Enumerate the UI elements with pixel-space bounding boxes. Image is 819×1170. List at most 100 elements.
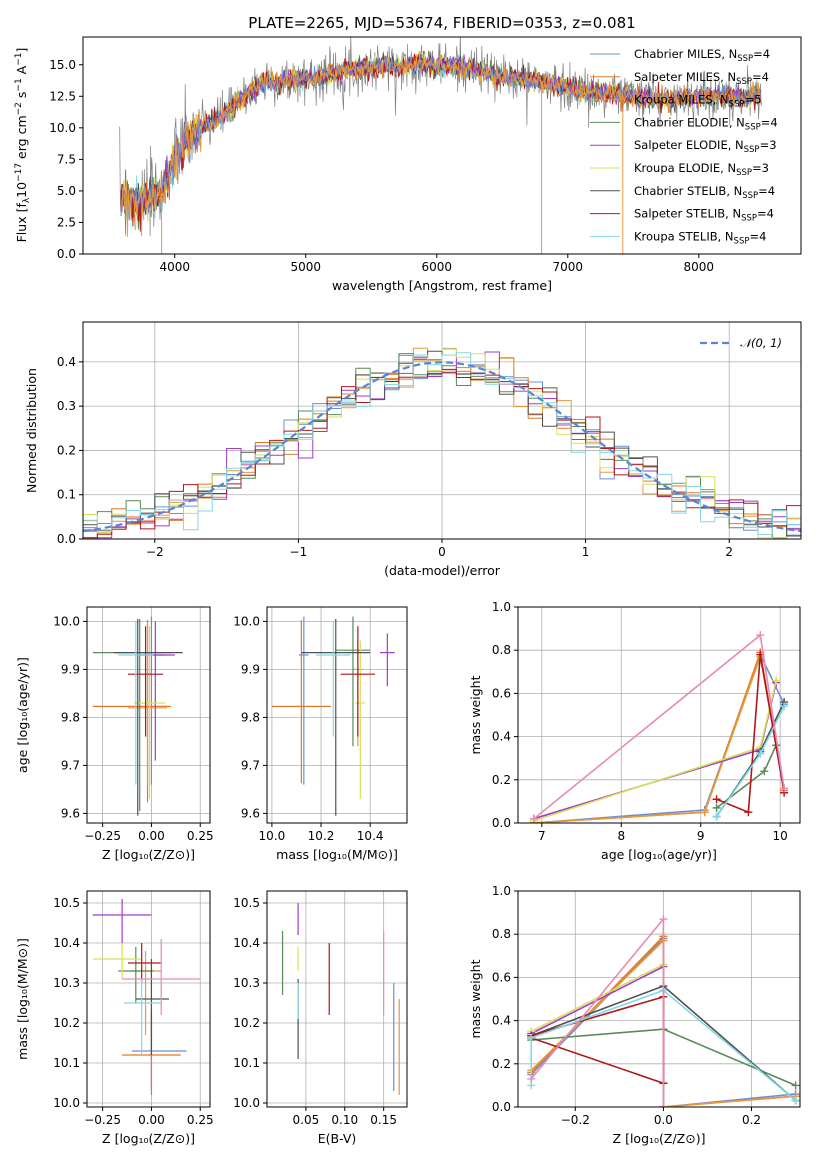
weight-marker bbox=[527, 1033, 536, 1042]
axes-frame bbox=[82, 36, 802, 255]
residual-histogram bbox=[83, 372, 801, 539]
x-tick-label: 0.2 bbox=[742, 1113, 761, 1127]
y-tick-label: 9.8 bbox=[241, 710, 260, 724]
y-tick-label: 1.0 bbox=[492, 600, 511, 614]
weight-marker bbox=[780, 702, 789, 711]
y-tick-label: 10.1 bbox=[233, 1056, 260, 1070]
y-tick-label: 10.1 bbox=[53, 1056, 80, 1070]
y-axis-label: mass weight bbox=[468, 675, 483, 754]
weight-marker bbox=[772, 676, 781, 685]
weight-marker bbox=[700, 808, 709, 817]
legend-entry: Salpeter STELIB, NSSP=4 bbox=[634, 207, 774, 224]
legend-entry: Salpeter ELODIE, NSSP=3 bbox=[634, 138, 777, 155]
weight-marker bbox=[760, 767, 769, 776]
y-tick-label: 0.2 bbox=[492, 1057, 511, 1071]
weight-line bbox=[530, 965, 665, 1107]
weight-line bbox=[530, 916, 665, 1107]
x-tick-label: 5000 bbox=[290, 260, 321, 274]
y-tick-label: 15.0 bbox=[49, 58, 76, 72]
x-tick-label: 1 bbox=[582, 545, 590, 559]
x-axis-label: age [log₁₀(age/yr)] bbox=[601, 847, 717, 862]
plot-area bbox=[529, 631, 789, 823]
y-tick-label: 5.0 bbox=[57, 184, 76, 198]
y-tick-label: 10.2 bbox=[53, 1016, 80, 1030]
y-axis-label: age [log₁₀(age/yr)] bbox=[15, 657, 30, 773]
x-tick-label: 0.05 bbox=[293, 1113, 320, 1127]
legend-entry: Chabrier STELIB, NSSP=4 bbox=[634, 184, 775, 201]
y-tick-label: 0.4 bbox=[492, 1014, 511, 1028]
legend-entry: Chabrier ELODIE, NSSP=4 bbox=[634, 115, 778, 132]
figure-title: PLATE=2265, MJD=53674, FIBERID=0353, z=0… bbox=[248, 14, 635, 32]
y-tick-label: 10.0 bbox=[53, 1096, 80, 1110]
y-tick-label: 0.6 bbox=[492, 686, 511, 700]
x-axis-label: (data-model)/error bbox=[384, 563, 501, 578]
mass-vs-z-panel: −0.25 0.00 0.25 10.0 10.1 10.2 10.3 10.4 10.5 Z [… bbox=[15, 890, 214, 1146]
y-tick-label: 0.0 bbox=[57, 247, 76, 261]
y-tick-label: 10.2 bbox=[233, 1016, 260, 1030]
axes-frame bbox=[266, 890, 408, 1108]
plot-area bbox=[281, 903, 400, 1095]
plot-area bbox=[83, 347, 801, 539]
y-tick-label: 0.4 bbox=[57, 355, 76, 369]
x-tick-label: 10.0 bbox=[259, 829, 286, 843]
weight-marker bbox=[756, 631, 765, 640]
legend-entry: Kroupa STELIB, NSSP=4 bbox=[634, 229, 766, 246]
y-tick-label: 10.4 bbox=[233, 936, 260, 950]
x-tick-label: 8000 bbox=[684, 260, 715, 274]
x-tick-label: 9 bbox=[697, 829, 705, 843]
y-tick-label: 10.3 bbox=[233, 976, 260, 990]
x-axis-label: wavelength [Angstrom, rest frame] bbox=[332, 278, 552, 293]
weight-marker bbox=[756, 749, 765, 758]
y-tick-label: 0.1 bbox=[57, 488, 76, 502]
x-tick-label: 0.10 bbox=[331, 1113, 358, 1127]
axes-frame bbox=[517, 606, 801, 824]
y-tick-label: 0.0 bbox=[492, 816, 511, 830]
weight-line bbox=[533, 652, 785, 823]
x-tick-label: 8 bbox=[617, 829, 625, 843]
y-tick-label: 0.2 bbox=[57, 443, 76, 457]
x-tick-label: 7000 bbox=[553, 260, 584, 274]
y-tick-label: 0.2 bbox=[492, 773, 511, 787]
y-tick-label: 9.7 bbox=[61, 758, 80, 772]
y-tick-label: 9.6 bbox=[61, 806, 80, 820]
weight-line bbox=[530, 963, 665, 1107]
y-tick-label: 10.4 bbox=[53, 936, 80, 950]
y-tick-label: 0.6 bbox=[492, 970, 511, 984]
mass-vs-ebv-panel: 0.05 0.10 0.15 10.0 10.1 10.2 10.3 10.4 10.5 E(B-… bbox=[233, 890, 408, 1146]
weight-line bbox=[716, 654, 785, 814]
y-axis-label: Flux [fλ10−17 erg cm−2 s−1 A−1] bbox=[14, 48, 32, 243]
plot-area bbox=[119, 37, 763, 254]
y-tick-label: 10.0 bbox=[233, 1096, 260, 1110]
weight-marker bbox=[780, 784, 789, 793]
weight-marker bbox=[527, 1074, 536, 1083]
x-tick-label: −0.25 bbox=[84, 1113, 121, 1127]
y-tick-label: 9.8 bbox=[61, 710, 80, 724]
x-tick-label: 0.25 bbox=[187, 829, 214, 843]
x-tick-label: 6000 bbox=[421, 260, 452, 274]
y-tick-label: 9.6 bbox=[241, 806, 260, 820]
model-spectrum-line bbox=[120, 54, 761, 238]
weight-line bbox=[533, 649, 785, 823]
x-tick-label: 10 bbox=[773, 829, 788, 843]
x-axis-label: Z [log₁₀(Z/Z⊙)] bbox=[613, 1131, 706, 1146]
y-tick-label: 10.5 bbox=[233, 896, 260, 910]
axes-frame bbox=[86, 890, 211, 1108]
weight-marker bbox=[744, 808, 753, 817]
x-tick-label: 2 bbox=[725, 545, 733, 559]
legend-entry: Salpeter MILES, NSSP=4 bbox=[634, 70, 769, 87]
weight-line bbox=[530, 989, 797, 1102]
weight-marker bbox=[529, 814, 538, 823]
weight-marker bbox=[791, 1096, 800, 1105]
plot-area bbox=[527, 915, 800, 1107]
axes-frame bbox=[86, 606, 211, 824]
y-tick-label: 0.0 bbox=[57, 532, 76, 546]
x-tick-label: 0.25 bbox=[187, 1113, 214, 1127]
weight-marker bbox=[712, 803, 721, 812]
y-tick-label: 0.8 bbox=[492, 927, 511, 941]
weight-line bbox=[533, 653, 785, 823]
x-axis-label: E(B-V) bbox=[318, 1131, 357, 1146]
y-tick-label: 0.8 bbox=[492, 643, 511, 657]
plot-area bbox=[271, 616, 395, 816]
x-tick-label: −0.25 bbox=[84, 829, 121, 843]
